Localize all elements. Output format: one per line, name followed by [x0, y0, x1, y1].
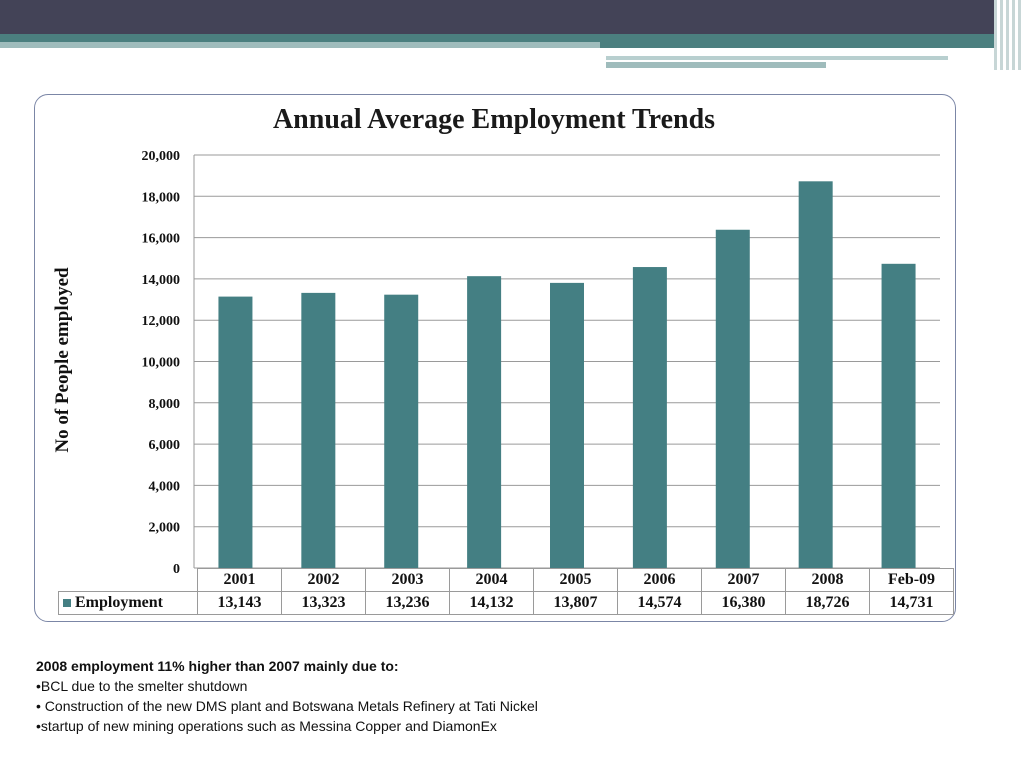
data-label: 13,143	[197, 591, 282, 615]
y-tick-label: 8,000	[149, 397, 181, 412]
header-band-light	[0, 42, 600, 48]
header-accent-line-2	[606, 62, 826, 68]
chart-title: Annual Average Employment Trends	[272, 104, 716, 135]
notes-lead: 2008 employment 11% higher than 2007 mai…	[36, 658, 399, 674]
bar-2005	[550, 282, 584, 568]
header-accent-line	[606, 56, 948, 60]
category-label: 2003	[365, 568, 450, 592]
y-tick-label: 4,000	[149, 479, 181, 494]
series-name: Employment	[75, 594, 163, 611]
y-tick-label: 18,000	[142, 190, 181, 205]
bar-2001	[218, 296, 253, 568]
data-label: 14,731	[869, 591, 954, 615]
header-band-dark	[0, 0, 1024, 34]
data-label: 13,236	[365, 591, 450, 615]
category-row: 2001 2002 2003 2004 2005 2006 2007 2008 Feb-09	[58, 568, 954, 592]
note-bullet: • Construction of the new DMS plant and …	[36, 698, 538, 714]
data-label: 13,323	[281, 591, 366, 615]
y-tick-label: 16,000	[142, 232, 181, 247]
note-bullet: •startup of new mining operations such a…	[36, 718, 497, 734]
bar-2007	[715, 229, 750, 569]
y-tick-label: 12,000	[142, 314, 181, 329]
category-label: 2002	[281, 568, 366, 592]
bar-2002	[301, 292, 336, 568]
bar-2003	[384, 294, 419, 568]
bar-2006	[632, 267, 667, 568]
bar-2008	[798, 181, 833, 568]
data-table: 2001 2002 2003 2004 2005 2006 2007 2008 Feb-09 E…	[58, 568, 954, 615]
y-tick-label: 2,000	[149, 521, 181, 536]
data-label: 13,807	[533, 591, 618, 615]
series-row: Employment 13,143 13,323 13,236 14,132 13,80…	[58, 591, 954, 615]
category-label: 2001	[197, 568, 282, 592]
category-label: 2007	[701, 568, 786, 592]
y-tick-label: 14,000	[142, 273, 181, 288]
data-label: 16,380	[701, 591, 786, 615]
data-label: 14,574	[617, 591, 702, 615]
category-label: 2006	[617, 568, 702, 592]
category-label: 2004	[449, 568, 534, 592]
y-tick-label: 10,000	[142, 356, 181, 371]
category-label: 2005	[533, 568, 618, 592]
notes: 2008 employment 11% higher than 2007 mai…	[36, 656, 538, 736]
bar-feb-09	[881, 263, 916, 568]
category-label: 2008	[785, 568, 870, 592]
data-label: 14,132	[449, 591, 534, 615]
note-bullet: •BCL due to the smelter shutdown	[36, 678, 248, 694]
legend-swatch	[63, 599, 71, 608]
header-stripes	[994, 0, 1024, 70]
bar-2004	[467, 276, 502, 568]
y-tick-label: 20,000	[142, 149, 181, 164]
legend-entry: Employment	[58, 591, 198, 615]
table-corner	[58, 568, 198, 592]
category-label: Feb-09	[869, 568, 954, 592]
y-tick-label: 6,000	[149, 438, 181, 453]
data-label: 18,726	[785, 591, 870, 615]
